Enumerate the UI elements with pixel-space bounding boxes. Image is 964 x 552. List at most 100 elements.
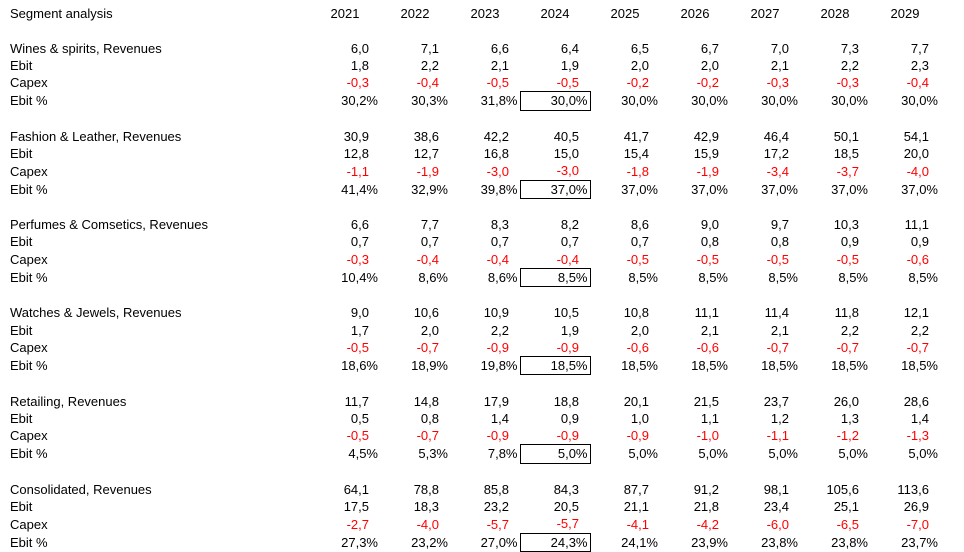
- value-cell[interactable]: 30,2%: [341, 93, 378, 109]
- value-cell[interactable]: 7,7: [420, 217, 439, 232]
- value-cell[interactable]: 20,5: [553, 499, 579, 514]
- value-cell[interactable]: 2,0: [630, 57, 649, 73]
- value-cell[interactable]: 27,3%: [341, 534, 378, 550]
- value-cell[interactable]: 20,0: [903, 146, 929, 161]
- value-cell[interactable]: -0,9: [486, 428, 509, 444]
- value-cell[interactable]: 11,8: [834, 305, 859, 321]
- value-cell[interactable]: 10,6: [413, 305, 439, 321]
- value-cell[interactable]: 6,0: [350, 40, 369, 56]
- row-label[interactable]: Ebit %: [10, 446, 48, 462]
- row-label[interactable]: Ebit %: [10, 181, 48, 197]
- value-cell[interactable]: -0,5: [696, 251, 719, 267]
- highlighted-cell[interactable]: 5,0%: [519, 444, 591, 464]
- value-cell[interactable]: -5,7: [556, 516, 579, 532]
- value-cell[interactable]: 2,3: [910, 57, 929, 73]
- year-header-2026[interactable]: 2026: [680, 6, 710, 21]
- value-cell[interactable]: 41,7: [623, 128, 649, 144]
- value-cell[interactable]: 50,1: [833, 128, 859, 144]
- value-cell[interactable]: 9,0: [350, 305, 369, 321]
- value-cell[interactable]: 46,4: [763, 128, 789, 144]
- value-cell[interactable]: -0,9: [556, 428, 579, 443]
- value-cell[interactable]: 32,9%: [411, 181, 448, 197]
- value-cell[interactable]: 27,0%: [480, 534, 518, 550]
- value-cell[interactable]: -1,0: [696, 428, 719, 444]
- value-cell[interactable]: 87,7: [623, 481, 649, 497]
- value-cell[interactable]: 2,2: [910, 322, 929, 338]
- value-cell[interactable]: -3,0: [556, 163, 579, 179]
- value-cell[interactable]: 8,6%: [418, 269, 448, 285]
- row-label[interactable]: Ebit: [10, 146, 33, 161]
- value-cell[interactable]: 30,0%: [831, 93, 868, 109]
- value-cell[interactable]: 23,2: [483, 499, 509, 514]
- value-cell[interactable]: 8,6: [630, 217, 649, 232]
- value-cell[interactable]: 0,7: [350, 234, 369, 250]
- value-cell[interactable]: 18,5%: [831, 358, 868, 373]
- value-cell[interactable]: -1,9: [696, 163, 719, 179]
- row-label[interactable]: Watches & Jewels, Revenues: [10, 305, 182, 321]
- value-cell[interactable]: -0,5: [766, 251, 789, 267]
- value-cell[interactable]: 23,2%: [411, 534, 448, 550]
- row-label[interactable]: Ebit: [10, 234, 33, 250]
- value-cell[interactable]: -0,7: [416, 340, 439, 355]
- value-cell[interactable]: 1,9: [560, 322, 579, 338]
- value-cell[interactable]: -0,7: [766, 340, 789, 355]
- value-cell[interactable]: 30,3%: [411, 93, 448, 109]
- value-cell[interactable]: -0,9: [626, 428, 649, 444]
- value-cell[interactable]: 2,2: [420, 57, 439, 73]
- value-cell[interactable]: 113,6: [897, 481, 929, 497]
- value-cell[interactable]: 2,0: [700, 57, 719, 73]
- value-cell[interactable]: 1,4: [490, 410, 509, 426]
- year-header-2021[interactable]: 2021: [330, 6, 360, 21]
- row-label[interactable]: Perfumes & Comsetics, Revenues: [10, 217, 208, 232]
- row-label[interactable]: Ebit: [10, 57, 33, 73]
- value-cell[interactable]: 5,0%: [628, 446, 658, 462]
- highlighted-cell[interactable]: 30,0%: [519, 91, 591, 111]
- value-cell[interactable]: 37,0%: [621, 181, 658, 197]
- year-header-2029[interactable]: 2029: [890, 6, 920, 21]
- table-title[interactable]: Segment analysis: [10, 6, 113, 21]
- value-cell[interactable]: -3,7: [836, 163, 859, 179]
- value-cell[interactable]: 85,8: [483, 481, 509, 497]
- value-cell[interactable]: 15,0: [553, 146, 579, 161]
- row-label[interactable]: Wines & spirits, Revenues: [10, 40, 162, 56]
- value-cell[interactable]: 91,2: [693, 481, 719, 497]
- value-cell[interactable]: 10,8: [623, 305, 649, 321]
- value-cell[interactable]: 26,9: [903, 499, 929, 514]
- value-cell[interactable]: 23,4: [763, 499, 789, 514]
- row-label[interactable]: Retailing, Revenues: [10, 393, 127, 409]
- row-label[interactable]: Ebit: [10, 499, 33, 514]
- value-cell[interactable]: 23,8%: [831, 534, 868, 550]
- value-cell[interactable]: 21,8: [693, 499, 719, 514]
- value-cell[interactable]: 0,7: [630, 234, 649, 250]
- value-cell[interactable]: 98,1: [763, 481, 789, 497]
- value-cell[interactable]: 21,1: [623, 499, 649, 514]
- row-label[interactable]: Ebit %: [10, 93, 48, 109]
- value-cell[interactable]: 18,8: [553, 393, 579, 409]
- value-cell[interactable]: -0,2: [626, 75, 649, 91]
- value-cell[interactable]: 18,5%: [761, 358, 798, 373]
- value-cell[interactable]: -0,3: [836, 75, 859, 91]
- value-cell[interactable]: 7,1: [420, 40, 439, 56]
- value-cell[interactable]: 18,5%: [621, 358, 658, 373]
- value-cell[interactable]: 10,4%: [341, 269, 378, 285]
- value-cell[interactable]: -2,7: [346, 516, 369, 532]
- value-cell[interactable]: 5,0%: [698, 446, 728, 462]
- value-cell[interactable]: 6,7: [700, 40, 719, 56]
- value-cell[interactable]: -1,8: [626, 163, 649, 179]
- value-cell[interactable]: -6,0: [766, 516, 789, 532]
- value-cell[interactable]: 12,8: [343, 146, 369, 161]
- value-cell[interactable]: -5,7: [486, 516, 509, 532]
- value-cell[interactable]: 9,0: [700, 217, 719, 232]
- value-cell[interactable]: -4,0: [416, 516, 439, 532]
- row-label[interactable]: Capex: [10, 340, 48, 355]
- value-cell[interactable]: -0,7: [416, 428, 439, 444]
- value-cell[interactable]: -1,9: [416, 163, 439, 179]
- value-cell[interactable]: 37,0%: [831, 181, 868, 197]
- value-cell[interactable]: 23,9%: [691, 534, 728, 550]
- value-cell[interactable]: 4,5%: [348, 446, 378, 462]
- value-cell[interactable]: 1,0: [630, 410, 649, 426]
- value-cell[interactable]: 54,1: [903, 128, 929, 144]
- value-cell[interactable]: 26,0: [833, 393, 859, 409]
- value-cell[interactable]: -0,4: [906, 75, 929, 91]
- value-cell[interactable]: 41,4%: [341, 181, 378, 197]
